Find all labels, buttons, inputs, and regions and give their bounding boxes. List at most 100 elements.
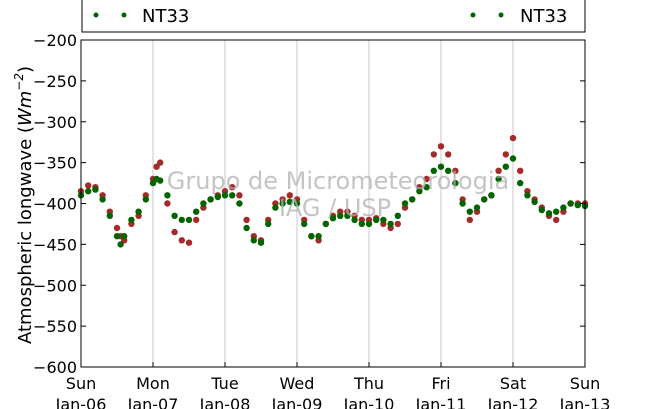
data-point (250, 237, 257, 244)
y-axis: −200 −250 −300 −350 −400 −450 −500 −550 −600 (33, 31, 585, 377)
y-tick-label: −450 (33, 235, 77, 254)
data-point (121, 233, 128, 240)
data-point (272, 204, 279, 211)
y-tick-label: −400 (33, 195, 77, 214)
watermark-line-2: IAG / USP (279, 194, 391, 222)
data-point (157, 177, 164, 184)
data-point (308, 233, 315, 240)
data-point (153, 163, 160, 170)
data-point (229, 184, 236, 191)
x-tick-label-date: Jan-06 (55, 395, 107, 409)
data-point (437, 143, 445, 150)
data-point (329, 215, 337, 222)
data-point (344, 212, 351, 219)
data-point (157, 159, 164, 166)
data-point (185, 216, 193, 224)
data-point (380, 216, 387, 224)
data-point (142, 196, 149, 203)
y-tick-label: −200 (33, 31, 77, 50)
data-point (193, 216, 200, 224)
x-tick-label-date: Jan-11 (415, 395, 467, 409)
data-point (430, 151, 437, 158)
data-point (430, 167, 437, 174)
data-point (488, 192, 495, 199)
data-point (553, 216, 560, 224)
data-point (509, 155, 517, 162)
data-point (128, 216, 135, 224)
data-point (135, 208, 142, 215)
data-point (178, 237, 185, 244)
legend-label: NT33 (520, 6, 567, 27)
data-point (149, 179, 157, 187)
x-tick-label-day: Thu (353, 374, 384, 393)
data-point (293, 200, 301, 207)
data-point (387, 220, 394, 228)
data-point (481, 196, 488, 203)
grid-lines (152, 40, 514, 367)
legend-marker (498, 12, 504, 18)
data-point (257, 239, 265, 246)
data-point (401, 200, 409, 207)
y-axis-label-text: Atmospheric longwave ( (15, 126, 36, 344)
data-point (466, 216, 473, 224)
x-tick-label-day: Wed (280, 374, 315, 393)
x-tick-label-day: Fri (431, 374, 450, 393)
x-tick-label-date: Jan-07 (127, 395, 179, 409)
data-point (113, 224, 121, 232)
data-point (171, 212, 178, 219)
y-axis-label: Atmospheric longwave (Wm−2) (12, 66, 36, 344)
legend-entry-right: NT33 (470, 6, 567, 27)
data-point (373, 216, 380, 224)
data-point (459, 200, 466, 207)
data-point (229, 192, 236, 199)
data-point (106, 212, 114, 219)
data-point (358, 220, 365, 228)
data-point (178, 216, 185, 224)
y-axis-label-exponent: −2 (12, 73, 26, 91)
x-axis: Sun Jan-06 Mon Jan-07 Tue Jan-08 Wed Jan-09 Thu J… (55, 362, 611, 409)
x-tick-label-day: Mon (136, 374, 170, 393)
data-point (567, 200, 574, 207)
legend-marker (121, 12, 127, 18)
data-point (394, 212, 401, 219)
data-point (99, 196, 106, 203)
data-point (502, 151, 509, 158)
y-tick-label: −600 (33, 358, 77, 377)
data-point (394, 220, 401, 228)
data-point (171, 228, 178, 236)
data-point (416, 188, 423, 195)
data-point (243, 216, 250, 224)
data-point (452, 167, 459, 174)
x-tick-label-date: Jan-09 (271, 395, 323, 409)
data-point (495, 175, 502, 183)
data-point (423, 184, 430, 191)
data-point (117, 241, 124, 248)
data-point (207, 196, 214, 203)
data-point (286, 198, 293, 206)
y-axis-label-unit: Wm (15, 91, 36, 126)
data-point (409, 196, 416, 203)
y-tick-label: −500 (33, 276, 77, 295)
data-point (185, 239, 193, 246)
data-point (236, 192, 243, 199)
data-point (243, 224, 250, 232)
data-point (509, 134, 517, 142)
data-point (560, 204, 567, 211)
series-1 (77, 155, 589, 248)
x-tick-label-day: Sat (500, 374, 526, 393)
y-axis-label-close: ) (15, 66, 36, 73)
data-point (553, 208, 560, 215)
data-point (92, 186, 99, 193)
data-point (351, 216, 358, 224)
x-tick-label-day: Sun (66, 374, 96, 393)
data-point (265, 220, 272, 228)
data-point (502, 163, 509, 170)
data-point (517, 167, 524, 174)
y-tick-label: −300 (33, 113, 77, 132)
data-point (85, 188, 92, 195)
data-point (164, 200, 171, 207)
x-tick-label-date: Jan-13 (559, 395, 611, 409)
data-point (423, 175, 430, 183)
x-tick-label-date: Jan-08 (199, 395, 251, 409)
